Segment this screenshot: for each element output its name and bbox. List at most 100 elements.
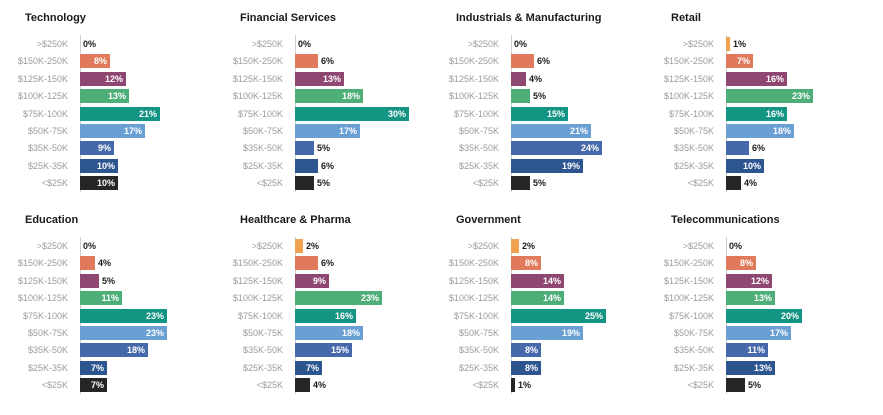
value-label: 9% (312, 275, 326, 286)
bar (726, 378, 745, 393)
value-label: 5% (317, 178, 331, 189)
bar (295, 360, 322, 375)
category-label: $100K-125K (663, 293, 714, 304)
category-label: $100K-125K (448, 293, 499, 304)
bar (80, 291, 122, 306)
bar-row: $150K-250K 8% (449, 256, 666, 271)
bar (726, 273, 772, 288)
value-label: 0% (729, 241, 743, 251)
chart-title: Technology (25, 12, 86, 24)
bar-row: <$25K 5% (240, 176, 450, 191)
value-label: 13% (322, 73, 341, 84)
category-label: $75K-100K (453, 310, 499, 321)
category-label: <$25K (41, 178, 68, 189)
category-label: >$250K (467, 241, 499, 251)
bar (726, 326, 791, 340)
bar-row: $50K-75K 23% (25, 326, 235, 340)
bar (511, 176, 530, 191)
category-label: <$25K (41, 380, 68, 391)
bar (80, 89, 129, 104)
value-label: 4% (529, 73, 543, 84)
chart-panel: Technology >$250K 0% $150K-250K 8% $125K-150K… (18, 12, 235, 197)
chart-title: Government (456, 214, 521, 226)
value-label: 16% (765, 73, 784, 84)
chart-title: Industrials & Manufacturing (456, 12, 602, 24)
value-label: 5% (317, 143, 331, 154)
value-label: 5% (533, 178, 547, 189)
bar (295, 141, 314, 156)
value-label: 12% (750, 275, 769, 286)
bar-row: $125K-150K 13% (233, 71, 450, 86)
bar (511, 378, 515, 393)
value-label: 8% (524, 258, 538, 269)
category-label: $100K-125K (232, 91, 283, 102)
category-label: $150K-250K (663, 258, 714, 269)
bar (511, 308, 606, 323)
bar-row: >$250K 0% (25, 239, 235, 253)
bar (80, 326, 167, 340)
chart-panel: Healthcare & Pharma >$250K 2% $150K-250K 6% $… (233, 214, 450, 399)
bar-row: >$250K 2% (456, 239, 666, 253)
category-label: $125K-150K (232, 73, 283, 84)
bar-row: <$25K 1% (456, 378, 666, 393)
bar-row: >$250K 2% (240, 239, 450, 253)
category-label: $125K-150K (17, 73, 68, 84)
bar (80, 141, 114, 156)
value-label: 5% (102, 275, 116, 286)
category-label: $125K-150K (663, 275, 714, 286)
value-label: 12% (104, 73, 123, 84)
bar-row: >$250K 0% (25, 37, 235, 51)
value-label: 10% (96, 160, 115, 171)
value-label: 23% (145, 328, 164, 338)
bar (80, 343, 148, 358)
category-label: $125K-150K (448, 73, 499, 84)
category-label: $50K-75K (242, 328, 283, 338)
bar (295, 106, 409, 121)
category-label: <$25K (687, 178, 714, 189)
bar (295, 308, 356, 323)
category-label: $35K-50K (673, 143, 714, 154)
category-label: >$250K (36, 241, 68, 251)
value-label: 0% (514, 39, 528, 49)
bar-row: $50K-75K 17% (240, 124, 450, 138)
value-label: 10% (742, 160, 761, 171)
value-label: 4% (313, 380, 327, 391)
bar (295, 256, 318, 271)
bar-row: >$250K 1% (671, 37, 881, 51)
category-label: $125K-150K (232, 275, 283, 286)
value-label: 23% (145, 310, 164, 321)
category-label: <$25K (256, 380, 283, 391)
bar-row: $100K-125K 14% (449, 291, 666, 306)
value-label: 7% (90, 362, 104, 373)
bar-row: $125K-150K 14% (449, 273, 666, 288)
bar (295, 239, 303, 253)
category-label: >$250K (251, 241, 283, 251)
category-label: $50K-75K (27, 328, 68, 338)
bar-row: >$250K 0% (456, 37, 666, 51)
bar (295, 326, 363, 340)
category-label: $100K-125K (448, 91, 499, 102)
bar-row: $75K-100K 15% (453, 106, 666, 121)
bar (726, 256, 756, 271)
bar-row: $100K-125K 13% (18, 89, 235, 104)
value-label: 0% (83, 241, 97, 251)
bar (295, 291, 382, 306)
bar (726, 71, 787, 86)
category-label: $150K-250K (17, 258, 68, 269)
bar-row: $75K-100K 23% (23, 308, 235, 323)
bar (80, 106, 160, 121)
value-label: 7% (90, 380, 104, 391)
value-label: 8% (93, 56, 107, 67)
category-label: $25K-35K (242, 160, 283, 171)
category-label: $125K-150K (663, 73, 714, 84)
bar-row: $75K-100K 20% (669, 308, 881, 323)
category-label: $150K-250K (232, 258, 283, 269)
bar-row: $125K-150K 5% (18, 273, 235, 288)
value-label: 11% (747, 345, 765, 356)
chart-title: Telecommunications (671, 214, 780, 226)
value-label: 19% (561, 160, 580, 171)
value-label: 8% (524, 362, 538, 373)
value-label: 14% (542, 293, 561, 304)
category-label: $75K-100K (453, 108, 499, 119)
bar (295, 124, 360, 138)
